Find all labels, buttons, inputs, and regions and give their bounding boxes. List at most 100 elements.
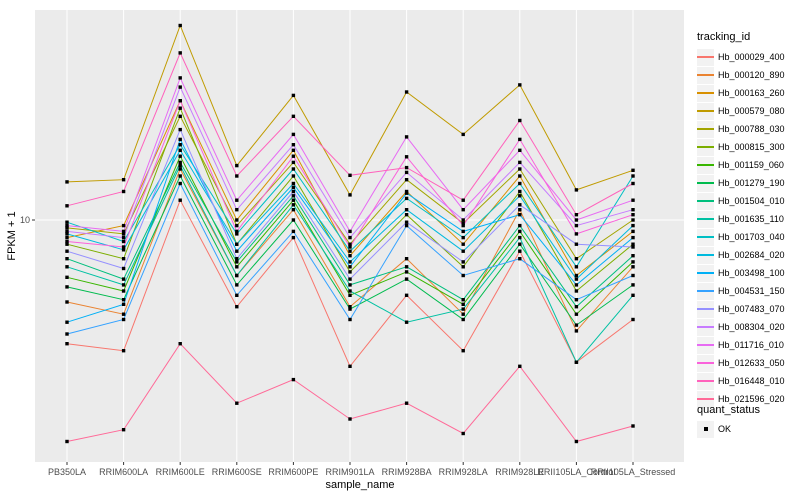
legend-key-swatch [697,66,714,84]
point-marker [461,208,465,212]
point-marker [404,165,409,170]
legend-title-quant-status: quant_status [697,404,760,416]
point-marker [404,178,409,182]
legend-item-Hb_003498_100: Hb_003498_100 [697,264,785,282]
legend-item-label: Hb_000788_030 [718,124,785,134]
legend-key-swatch [697,174,714,192]
point-marker [235,198,239,202]
point-marker [404,320,409,324]
legend-item-label: Hb_000120_890 [718,70,785,80]
point-marker [178,23,182,28]
point-marker [461,307,465,311]
point-marker [65,242,69,246]
point-marker [178,143,182,147]
point-marker [178,342,182,346]
point-marker [65,257,69,261]
point-marker [291,174,296,178]
legend-line-icon [697,236,714,238]
legend-item-label: Hb_007483_070 [718,304,785,314]
legend-key-swatch [697,354,714,372]
legend-item-Hb_016448_010: Hb_016448_010 [697,372,785,390]
x-tick-label: RRIM600LA [99,467,148,477]
point-marker [574,289,579,293]
legend-item-Hb_002684_020: Hb_002684_020 [697,246,785,264]
point-marker [235,229,239,234]
point-marker [291,148,296,152]
point-marker [574,360,579,364]
point-marker [235,257,239,261]
point-marker [291,143,296,147]
point-marker [65,342,69,346]
point-marker [121,178,126,182]
point-marker [631,273,635,278]
legend-line-icon [697,218,714,220]
point-marker [518,249,522,253]
point-marker [461,431,465,436]
point-marker [631,229,635,234]
point-marker [518,83,522,87]
legend-key-swatch [697,282,714,300]
legend-item-label: Hb_021596_020 [718,394,785,404]
point-marker [178,163,182,168]
point-marker [348,293,352,297]
point-marker [291,229,296,234]
x-tick-label: RRIM600PE [268,467,318,477]
point-marker [121,239,126,244]
point-marker [235,218,239,222]
legend-item-Hb_000579_080: Hb_000579_080 [697,102,785,120]
point-marker [235,174,239,178]
legend-key-swatch [697,336,714,354]
legend-line-icon [697,326,714,328]
point-marker [518,174,522,178]
point-marker [348,254,352,258]
legend-item-Hb_011716_010: Hb_011716_010 [697,336,784,354]
point-marker [65,285,69,289]
point-marker [631,293,635,297]
point-marker [518,203,522,207]
point-marker [291,377,296,382]
point-marker [291,235,296,240]
x-tick-label: RRIM928BA [382,467,432,477]
point-marker [348,277,352,281]
legend-line-icon [697,74,714,76]
point-marker [574,218,579,222]
point-marker [348,173,352,177]
point-marker [404,223,409,228]
point-marker [348,235,352,240]
legend-item-label: Hb_000029_400 [718,52,785,62]
point-marker [235,401,239,405]
point-marker [178,114,182,118]
point-marker [348,417,352,421]
point-marker [178,99,182,103]
point-marker [518,137,522,142]
point-marker [65,223,69,228]
x-tick-label: RRIM928LA [439,467,488,477]
point-marker [121,245,126,249]
point-marker [348,260,352,264]
point-marker [461,221,465,225]
point-marker [404,170,409,175]
legend-item-label: Hb_011716_010 [718,340,784,350]
point-marker [65,232,69,236]
point-marker [235,163,239,168]
point-marker [404,90,409,94]
point-marker [348,270,352,274]
point-marker [518,148,522,152]
legend-item-Hb_000029_400: Hb_000029_400 [697,48,785,66]
point-marker [631,245,635,249]
legend-key-swatch [697,318,714,336]
point-marker [348,305,352,309]
x-axis-title: sample_name [325,479,395,491]
legend-key-swatch [697,246,714,264]
legend-item-label: Hb_000579_080 [718,106,785,116]
point-marker [65,332,69,336]
square-marker-icon [703,427,708,431]
x-tick-label: PB350LA [48,467,86,477]
point-marker [178,160,182,165]
legend-line-icon [697,362,714,364]
point-marker [348,289,352,293]
legend-item-label: Hb_001159_060 [718,160,784,170]
point-marker [574,213,579,217]
point-marker [574,283,579,287]
